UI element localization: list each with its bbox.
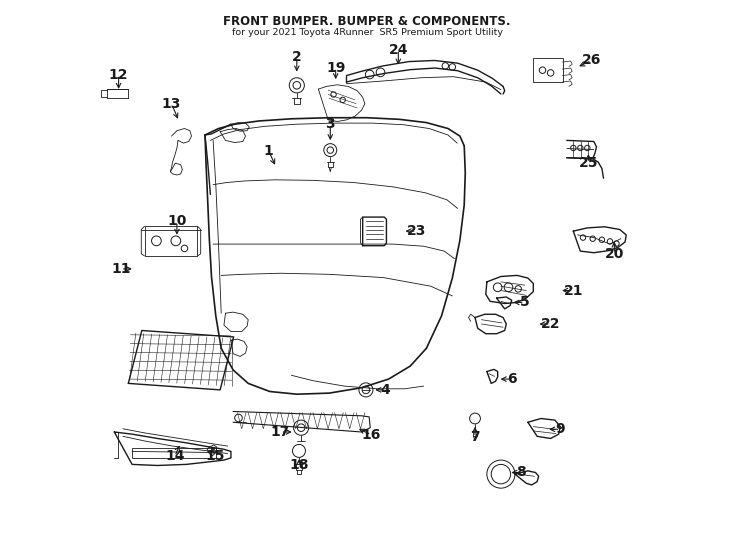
Text: 24: 24 <box>388 43 408 57</box>
Bar <box>132 448 216 458</box>
Text: 4: 4 <box>380 383 390 397</box>
Text: for your 2021 Toyota 4Runner  SR5 Premium Sport Utility: for your 2021 Toyota 4Runner SR5 Premium… <box>231 28 503 37</box>
Text: 2: 2 <box>292 50 302 64</box>
Text: 13: 13 <box>161 97 181 111</box>
Text: 20: 20 <box>605 247 624 261</box>
Text: FRONT BUMPER. BUMPER & COMPONENTS.: FRONT BUMPER. BUMPER & COMPONENTS. <box>223 15 511 28</box>
Text: 19: 19 <box>326 60 346 75</box>
Bar <box>145 226 197 256</box>
Text: 22: 22 <box>541 317 560 331</box>
Text: 8: 8 <box>517 465 526 480</box>
Text: 7: 7 <box>470 430 480 444</box>
Text: 1: 1 <box>264 144 274 158</box>
Text: 12: 12 <box>109 68 128 82</box>
Text: 26: 26 <box>582 53 601 68</box>
Text: 15: 15 <box>205 449 225 463</box>
Text: 10: 10 <box>167 214 186 228</box>
Bar <box>534 58 563 82</box>
Text: 14: 14 <box>165 449 184 463</box>
Text: 3: 3 <box>325 117 335 131</box>
Text: 16: 16 <box>362 428 381 442</box>
Text: 18: 18 <box>289 458 309 472</box>
Text: 5: 5 <box>520 295 529 309</box>
Text: 6: 6 <box>507 372 517 386</box>
Text: 11: 11 <box>111 262 131 276</box>
Text: 9: 9 <box>556 422 565 436</box>
Text: 17: 17 <box>271 425 290 439</box>
Text: 25: 25 <box>578 156 598 170</box>
Text: 23: 23 <box>407 224 426 238</box>
Text: 21: 21 <box>564 284 583 298</box>
